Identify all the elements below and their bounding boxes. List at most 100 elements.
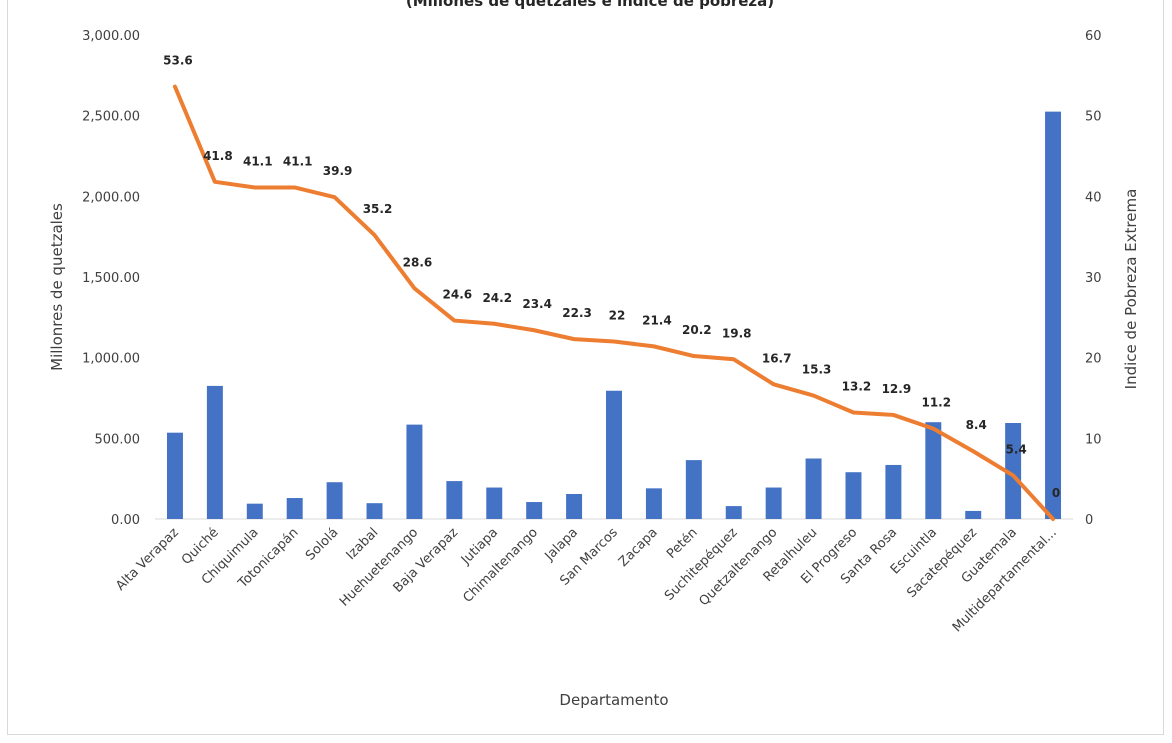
- line-data-label: 0: [1052, 486, 1060, 500]
- line-data-label: 21.4: [642, 313, 672, 327]
- y2-tick-label: 20: [1085, 352, 1102, 367]
- x-tick-label: Izabal: [344, 525, 382, 563]
- line-data-label: 11.2: [921, 396, 951, 410]
- y2-tick-label: 30: [1085, 271, 1102, 286]
- bar: [965, 510, 982, 519]
- line-point: [733, 358, 735, 360]
- bar: [406, 424, 423, 519]
- line-point: [613, 341, 615, 343]
- x-tick-label: Jalapa: [542, 525, 581, 564]
- x-tick-label: Sacatepéquez: [904, 525, 980, 601]
- y2-tick-label: 10: [1085, 432, 1102, 447]
- line-data-label: 28.6: [403, 255, 433, 269]
- bar: [725, 506, 742, 519]
- bar: [206, 385, 223, 519]
- y-tick-label: 1,500.00: [82, 271, 140, 286]
- bar: [925, 422, 942, 519]
- data-labels: 53.6 41.8 41.1 41.1 39.9 35.2 28.6 24.6 24.2 23.4…: [163, 54, 1060, 500]
- line-point: [693, 355, 695, 357]
- line-data-label: 5.4: [1005, 442, 1026, 456]
- line-data-label: 22.3: [562, 306, 592, 320]
- line-point: [334, 196, 336, 198]
- bar: [446, 481, 463, 519]
- line-point: [214, 181, 216, 183]
- line-data-label: 22: [609, 309, 626, 323]
- y2-tick-label: 40: [1085, 190, 1102, 205]
- line-point: [294, 186, 296, 188]
- x-tick-label: Suchitepéquez: [662, 525, 741, 604]
- bar: [286, 498, 303, 519]
- bar: [765, 487, 782, 519]
- bar: [805, 458, 822, 519]
- line-point: [573, 338, 575, 340]
- bar: [1005, 423, 1022, 519]
- x-tick-label: Sololá: [303, 525, 341, 563]
- y2-tick-label: 60: [1085, 29, 1102, 44]
- bar: [885, 464, 902, 519]
- line-point: [493, 323, 495, 325]
- x-tick-label: Chimaltenango: [460, 525, 541, 606]
- y2-tick-label: 0: [1085, 513, 1093, 528]
- bar: [326, 482, 343, 519]
- line-data-label: 41.1: [283, 154, 313, 168]
- line-point: [254, 186, 256, 188]
- y2-axis-title: Indice de Pobreza Extrema: [1122, 189, 1140, 390]
- bar: [606, 390, 622, 519]
- line-data-label: 41.1: [243, 154, 273, 168]
- line-point: [773, 383, 775, 385]
- y-tick-label: 2,000.00: [82, 190, 140, 205]
- line-point: [1052, 518, 1054, 520]
- line-point: [972, 450, 974, 452]
- y-tick-label: 1,000.00: [82, 352, 140, 367]
- line-data-label: 23.4: [522, 297, 552, 311]
- bar: [366, 503, 383, 519]
- y-tick-label: 500.00: [95, 432, 141, 447]
- line-data-label: 12.9: [882, 382, 912, 396]
- y-tick-label: 3,000.00: [82, 29, 140, 44]
- line-data-label: 8.4: [966, 418, 987, 432]
- line-data-label: 24.6: [443, 288, 473, 302]
- line-point: [653, 345, 655, 347]
- line-data-label: 16.7: [762, 351, 792, 365]
- line-data-label: 15.3: [802, 363, 832, 377]
- y-tick-label: 2,500.00: [82, 110, 140, 125]
- x-axis-title: Departamento: [559, 691, 668, 709]
- bar: [685, 460, 702, 519]
- bar: [166, 432, 183, 519]
- line-point: [453, 320, 455, 322]
- line-data-label: 19.8: [722, 326, 752, 340]
- line-point: [1012, 474, 1014, 476]
- x-tick-label: Alta Verapaz: [113, 525, 182, 594]
- line-point: [852, 412, 854, 414]
- x-tick-label: Petén: [664, 525, 701, 562]
- bar: [845, 472, 862, 519]
- line-point: [932, 428, 934, 430]
- y-axis-title: Millonres de quetzales: [48, 203, 66, 371]
- bar: [486, 487, 503, 519]
- line-data-label: 20.2: [682, 323, 712, 337]
- y2-tick-label: 50: [1085, 110, 1102, 125]
- line-data-label: 39.9: [323, 164, 353, 178]
- line-data-label: 53.6: [163, 54, 193, 68]
- bar: [645, 488, 662, 519]
- line-point: [813, 395, 815, 397]
- x-tick-label: Zacapa: [616, 525, 661, 570]
- line-data-label: 35.2: [363, 202, 393, 216]
- y-tick-label: 0.00: [111, 513, 140, 528]
- bar-series: [166, 111, 1062, 519]
- axes: 0.00 500.00 1,000.00 1,500.00 2,000.00 2,500.…: [82, 29, 1101, 635]
- line-data-label: 41.8: [203, 149, 233, 163]
- line-point: [892, 414, 894, 416]
- line-point: [174, 86, 176, 88]
- line-point: [413, 287, 415, 289]
- line-series: [172, 84, 1056, 521]
- chart-title: (Millones de quetzales e índice de pobre…: [406, 0, 774, 10]
- bar: [1045, 111, 1062, 519]
- line-point: [374, 234, 376, 236]
- bar: [526, 502, 543, 519]
- line-point: [533, 329, 535, 331]
- line-data-label: 13.2: [842, 380, 872, 394]
- bar: [246, 503, 263, 519]
- chart-frame: [7, 0, 1164, 735]
